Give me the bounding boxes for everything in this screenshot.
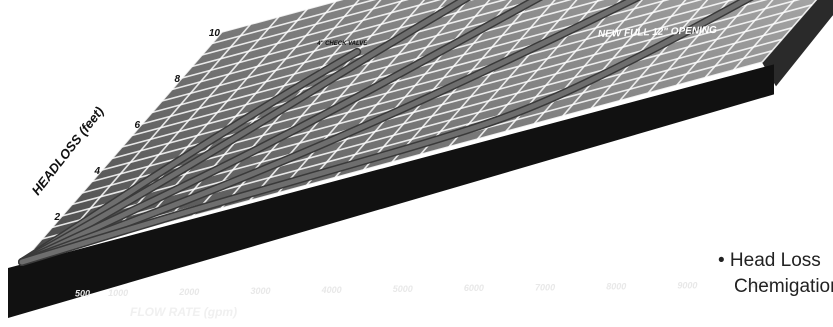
grid-line-y <box>141 0 605 125</box>
x-tick-label: 8000 <box>606 281 626 291</box>
x-tick-label: 5000 <box>393 284 413 294</box>
grid-line-x <box>647 0 731 94</box>
grid-line-x <box>676 0 752 86</box>
grid-line-y <box>211 0 377 45</box>
x-tick-label: 500 <box>75 289 90 299</box>
chart-series <box>18 0 754 266</box>
grid-line-y <box>181 0 475 79</box>
grid-line-y <box>21 61 763 263</box>
series-label: 4" CHECK VALVE <box>316 41 368 47</box>
x-tick-label: 6000 <box>464 283 484 293</box>
x-tick-label: 7000 <box>535 282 555 292</box>
grid-line-x <box>704 0 774 79</box>
grid-line-y <box>151 0 572 114</box>
series-line <box>19 0 541 265</box>
grid-line-x <box>619 0 709 102</box>
grid-line-x <box>590 0 687 109</box>
x-tick-label: 3000 <box>250 286 270 296</box>
grid-line-x <box>761 0 818 63</box>
grid-line-y <box>171 0 507 91</box>
series-line <box>19 0 751 265</box>
axis-base <box>8 64 774 318</box>
grid-line-y <box>131 0 638 137</box>
series-line <box>19 0 469 265</box>
caption-line-1: • Head Loss <box>718 250 821 271</box>
y-tick-label: 2 <box>53 212 60 223</box>
x-tick-label: 10000 <box>746 279 771 289</box>
chart-plane <box>8 0 833 318</box>
plane-side <box>762 0 833 87</box>
grid-line-y <box>71 4 813 206</box>
x-tick-label: 9000 <box>677 280 697 290</box>
x-tick-label: 4000 <box>321 285 342 295</box>
series-line <box>19 0 638 265</box>
y-tick-label: 4 <box>93 166 100 177</box>
y-tick-label: 10 <box>209 28 221 39</box>
x-tick-label: 2000 <box>178 287 199 297</box>
grid-line-y <box>191 0 442 68</box>
chart-title: NEW FULL 12" OPENING <box>598 25 718 40</box>
grid-line-y <box>201 0 409 56</box>
grid-line-y <box>101 0 736 171</box>
x-axis-title: FLOW RATE (gpm) <box>130 305 237 319</box>
y-tick-label: 8 <box>174 74 180 85</box>
caption: • Head Loss Chemigation <box>718 248 833 318</box>
grid-line-y <box>121 0 670 148</box>
y-tick-label: 6 <box>134 120 140 131</box>
x-tick-label: 1000 <box>108 288 128 298</box>
grid-line-x <box>732 0 796 71</box>
caption-line-2: Chemigation <box>734 276 833 297</box>
